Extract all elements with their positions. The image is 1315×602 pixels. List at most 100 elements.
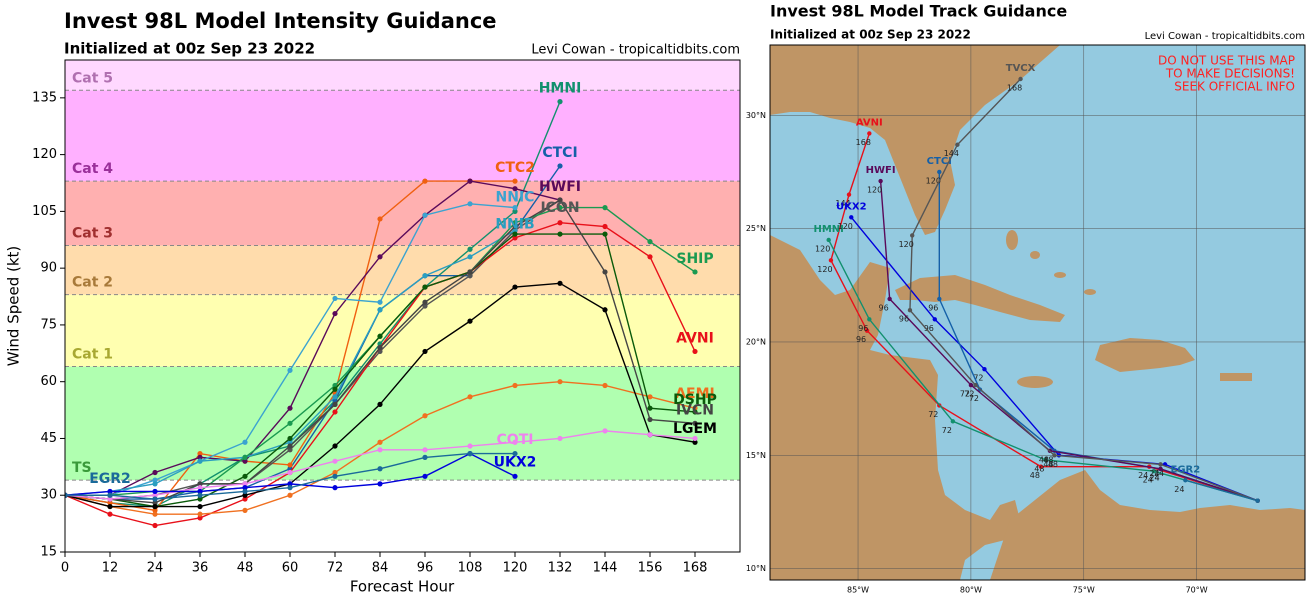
track-point [982,366,987,372]
track-point [955,142,960,147]
warning: TO MAKE DECISIONS! [1165,67,1295,81]
hour-label: 48 [1030,471,1040,480]
track-label: AVNI [856,117,883,128]
data-point [332,295,338,302]
series-label: UKX2 [494,454,537,470]
data-point [647,405,653,411]
y-tick-label: 75 [40,317,57,332]
data-point [557,280,563,286]
data-point [557,197,563,203]
x-tick-label: 36 [192,561,209,576]
data-point [242,481,248,487]
series-label: ICON [540,200,579,216]
data-point [332,394,338,400]
track-label: HWFI [866,165,896,176]
data-point [287,481,293,487]
hour-label: 72 [969,394,979,403]
hour-label: 72 [973,374,983,383]
x-tick-label: 168 [683,561,708,576]
data-point [512,284,518,290]
data-point [197,488,203,495]
hour-label: 72 [928,410,938,419]
data-point [602,307,608,313]
data-point [242,488,248,495]
data-point [467,178,473,184]
data-point [467,269,473,275]
data-point [377,481,383,487]
data-point [512,208,518,214]
data-point [467,254,473,260]
data-point [242,458,248,464]
y-tick-label: 105 [32,204,57,219]
data-point [647,239,653,245]
data-point [647,416,653,423]
track-point [973,382,978,388]
data-point [512,223,518,230]
data-point [287,447,293,453]
data-point [692,435,698,442]
hour-label: 24 [1154,469,1164,478]
track-point [1183,478,1188,483]
hour-label: 24 [1174,485,1184,494]
data-point [242,496,248,502]
chart-title: Invest 98L Model Intensity Guidance [64,9,497,33]
plot-area [65,60,740,529]
hour-label: 72 [960,390,970,399]
data-point [422,348,428,355]
series-label: CTC2 [495,160,535,176]
track-point [1052,453,1057,458]
data-point [377,466,383,472]
data-point [467,451,473,457]
y-tick-label: 45 [40,431,57,446]
data-point [377,333,383,339]
hour-label: 96 [858,324,868,333]
series-label: DSHP [673,392,717,408]
x-tick-label: 60 [282,561,299,576]
data-point [152,500,158,506]
data-point [242,439,248,445]
data-point [512,473,518,479]
data-point [692,420,698,426]
y-tick-label: 10°N [746,564,766,573]
data-point [332,409,338,415]
data-point [557,99,563,105]
x-tick-label: 96 [417,561,434,576]
data-point [467,273,473,279]
data-point [287,492,293,498]
data-point [377,439,383,445]
land [770,45,1305,580]
data-point [647,394,653,400]
track-point [828,258,834,263]
x-tick-label: 156 [638,561,663,576]
track-point [950,419,956,424]
data-point [422,447,428,453]
track-point [864,328,870,333]
data-point [377,345,383,351]
hour-label: 120 [815,244,830,253]
y-tick-label: 20°N [746,337,766,346]
data-point [377,216,383,222]
hour-label: 72 [942,426,952,435]
series-label: NNIC [496,190,535,206]
track-point [932,317,937,322]
track [909,78,1258,502]
x-tick-label: 144 [593,561,618,576]
data-point [422,212,428,218]
data-point [512,439,518,445]
data-point [422,284,428,290]
data-point [242,454,248,460]
hour-label: 24 [1138,471,1148,480]
plot-frame [64,59,741,553]
data-point [152,522,158,529]
hour-label: 48 [1043,455,1053,464]
track [850,216,1258,502]
data-point [152,511,158,517]
data-point [377,307,383,313]
category-band [65,294,740,367]
data-point [332,469,338,476]
hour-label: 24 [1149,473,1159,482]
data-point [287,443,293,449]
x-tick-label: 12 [102,561,119,576]
data-point [422,299,428,305]
track-point [878,178,883,184]
